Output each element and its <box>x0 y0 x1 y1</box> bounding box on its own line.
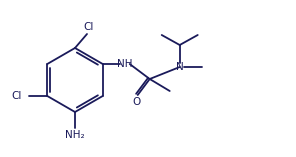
Text: N: N <box>176 62 184 72</box>
Text: NH: NH <box>117 59 133 69</box>
Text: Cl: Cl <box>84 22 94 32</box>
Text: O: O <box>133 97 141 107</box>
Text: NH₂: NH₂ <box>65 130 85 140</box>
Text: Cl: Cl <box>11 91 21 101</box>
